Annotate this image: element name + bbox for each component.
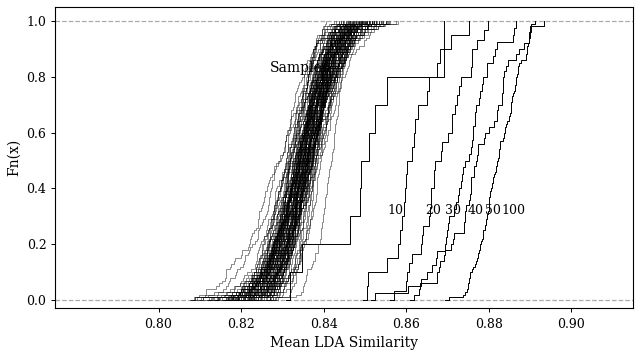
Y-axis label: Fn(x): Fn(x): [7, 139, 21, 176]
Text: 100: 100: [501, 204, 525, 217]
X-axis label: Mean LDA Similarity: Mean LDA Similarity: [270, 336, 418, 350]
Text: 40: 40: [468, 204, 484, 217]
Text: 50: 50: [484, 204, 500, 217]
Text: 10: 10: [388, 204, 404, 217]
Text: 30: 30: [445, 204, 461, 217]
Text: 20: 20: [425, 204, 440, 217]
Text: Samples: Samples: [270, 61, 330, 75]
